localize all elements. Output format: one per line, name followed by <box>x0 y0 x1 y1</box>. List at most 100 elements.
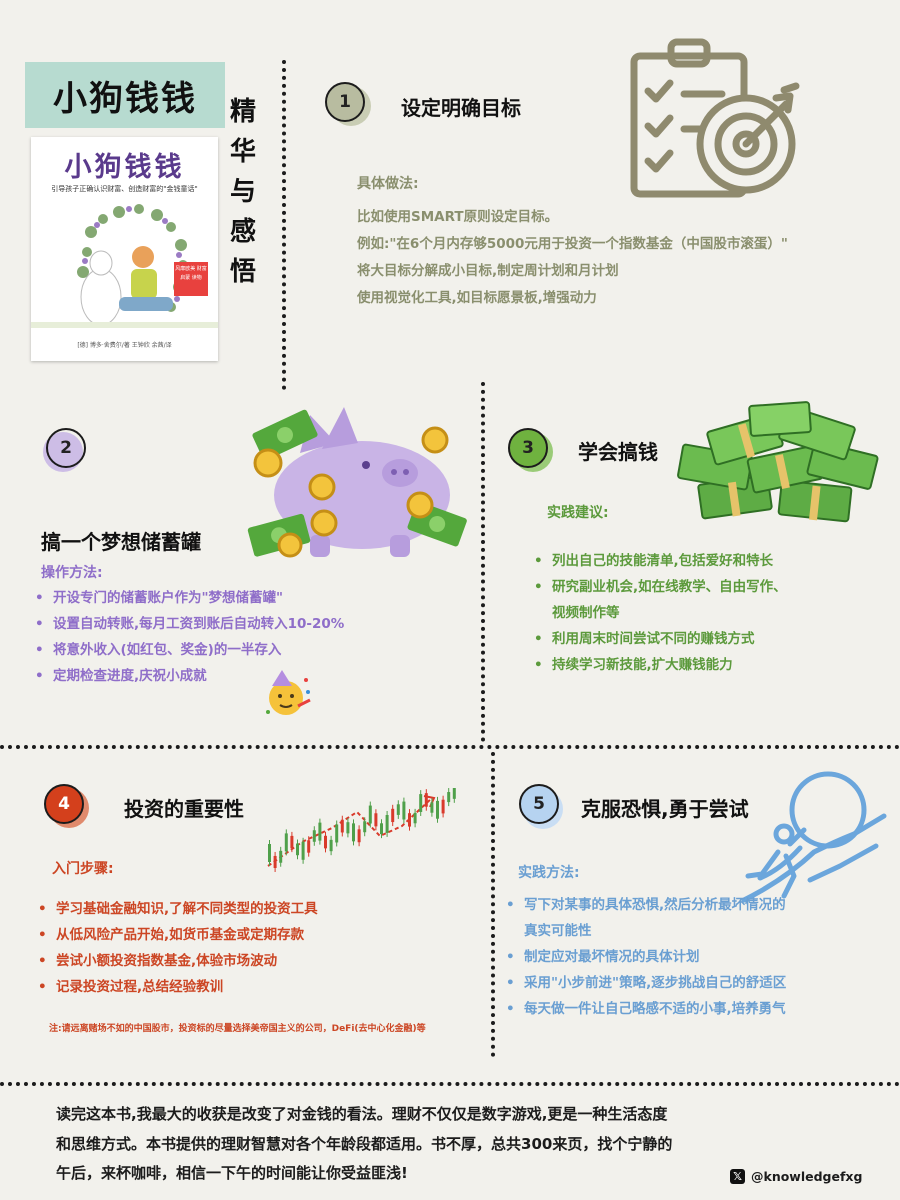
section-list: 开设专门的储蓄账户作为"梦想储蓄罐" 设置自动转账,每月工资到账后自动转入10-… <box>33 585 344 689</box>
section-number-badge: 4 <box>44 784 84 824</box>
section-number-badge: 5 <box>519 784 559 824</box>
piggy-bank-icon <box>247 407 467 558</box>
list-item: 开设专门的储蓄账户作为"梦想储蓄罐" <box>33 585 344 611</box>
candle-body <box>447 792 451 803</box>
candle-body <box>290 835 294 849</box>
candle-body <box>408 813 411 827</box>
body-line: 使用视觉化工具,如目标愿景板,增强动力 <box>357 290 597 306</box>
candle-body <box>436 800 439 819</box>
body-line: 例如:"在6个月内存够5000元用于投资一个指数基金（中国股市滚蛋）" <box>357 236 788 252</box>
list-item: 将意外收入(如红包、奖金)的一半存入 <box>33 637 344 663</box>
cover-subtitle: 引导孩子正确认识财富、创造财富的"金钱童话" <box>51 185 198 193</box>
footer-line: 午后，来杯咖啡，相信一下午的时间能让你受益匪浅! <box>56 1164 408 1182</box>
body-line: 将大目标分解成小目标,制定周计划和月计划 <box>357 263 619 279</box>
footer-line: 读完这本书,我最大的收获是改变了对金钱的看法。理财不仅仅是数字游戏,更是一种生活… <box>56 1105 668 1123</box>
footer-line: 和思维方式。本书提供的理财智慧对各个年龄段都适用。书不厚，总共300来页，找个宁… <box>56 1134 673 1153</box>
handle-text: @knowledgefxg <box>751 1169 863 1184</box>
body-line: 比如使用SMART原则设定目标。 <box>357 209 559 225</box>
candle-body <box>273 855 277 869</box>
vertical-title-char: 精 <box>229 97 256 127</box>
candle-body <box>352 823 355 842</box>
list-item: 写下对某事的具体恐惧,然后分析最坏情况的 <box>504 892 786 918</box>
money-stack-icon <box>677 401 879 523</box>
candle-body <box>419 794 423 812</box>
vertical-title-char: 感 <box>229 217 256 247</box>
candlestick-chart-icon <box>267 788 456 873</box>
list-item-continuation: 视频制作等 <box>552 605 620 621</box>
section-subheading: 实践建议: <box>547 505 609 521</box>
section-list: 列出自己的技能清单,包括爱好和特长 研究副业机会,如在线教学、自由写作、 视频制… <box>532 548 787 678</box>
candle-body <box>307 840 311 853</box>
list-item: 学习基础金融知识,了解不同类型的投资工具 <box>36 896 318 922</box>
investment-note: 注:请远离赌场不如的中国股市，投资标的尽量选择美帝国主义的公司，DeFi(去中心… <box>49 1024 426 1034</box>
list-item: 设置自动转账,每月工资到账后自动转入10-20% <box>33 611 344 637</box>
candle-body <box>329 839 333 852</box>
section-number-badge: 2 <box>46 428 86 468</box>
list-item: 每天做一件让自己略感不适的小事,培养勇气 <box>504 996 786 1022</box>
candle-body <box>318 822 322 841</box>
divider-horizontal-bottom <box>0 1082 900 1086</box>
divider-vertical-top <box>282 60 286 390</box>
list-item: 尝试小额投资指数基金,体验市场波动 <box>36 948 318 974</box>
candle-body <box>296 843 299 856</box>
section-title: 克服恐惧,勇于尝试 <box>581 797 749 821</box>
candle-body <box>312 830 316 842</box>
clipboard-target-icon <box>630 38 800 198</box>
candle-body <box>368 805 372 824</box>
vertical-title: 精 华 与 感 悟 <box>228 92 258 292</box>
list-item: 列出自己的技能清单,包括爱好和特长 <box>532 548 787 574</box>
candle-body <box>374 813 378 827</box>
candle-body <box>441 799 445 814</box>
section-number-badge: 1 <box>325 82 365 122</box>
candle-body <box>363 821 367 833</box>
footer-summary: 读完这本书,我最大的收获是改变了对金钱的看法。理财不仅仅是数字游戏,更是一种生活… <box>56 1100 866 1189</box>
party-face-icon <box>266 670 311 715</box>
list-item: 记录投资过程,总结经验教训 <box>36 974 318 1000</box>
cover-sticker: 风靡欧美 财富启蒙 读物 <box>174 262 208 296</box>
candle-body <box>324 835 327 849</box>
list-item: 研究副业机会,如在线教学、自由写作、 <box>532 574 787 600</box>
section-title: 设定明确目标 <box>401 96 521 120</box>
candle-body <box>268 844 271 862</box>
candle-body <box>413 812 417 824</box>
list-item: 制定应对最坏情况的具体计划 <box>504 944 786 970</box>
section-list: 学习基础金融知识,了解不同类型的投资工具 从低风险产品开始,如货币基金或定期存款… <box>36 896 318 1000</box>
divider-horizontal-middle <box>0 745 900 749</box>
candle-body <box>391 808 395 823</box>
page-title: 小狗钱钱 <box>53 78 197 119</box>
section-title: 搞一个梦想储蓄罐 <box>41 530 201 554</box>
vertical-title-char: 悟 <box>229 257 256 287</box>
candle-body <box>335 824 339 843</box>
list-item: 定期检查进度,庆祝小成就 <box>33 663 344 689</box>
cover-author: [德] 博多·舍费尔/著 王钟欣 余茜/译 <box>77 342 172 349</box>
section-subheading: 具体做法: <box>357 176 419 192</box>
section-subheading: 入门步骤: <box>52 861 114 877</box>
candle-body <box>380 823 383 835</box>
list-item: 利用周末时间尝试不同的赚钱方式 <box>532 626 787 652</box>
candle-body <box>402 801 406 820</box>
candle-body <box>396 804 400 815</box>
candle-body <box>430 802 434 813</box>
candle-body <box>357 829 361 843</box>
title-box: 小狗钱钱 <box>25 62 225 128</box>
candle-body <box>340 819 344 833</box>
social-handle[interactable]: 𝕏 @knowledgefxg <box>730 1169 862 1184</box>
candle-body <box>346 822 350 834</box>
candle-body <box>385 815 389 833</box>
list-item: 持续学习新技能,扩大赚钱能力 <box>532 652 787 678</box>
candle-body <box>279 850 283 863</box>
section-subheading: 操作方法: <box>41 565 103 581</box>
candle-body <box>301 841 305 860</box>
candle-body <box>284 833 288 852</box>
candle-body <box>424 793 428 807</box>
list-item: 从低风险产品开始,如货币基金或定期存款 <box>36 922 318 948</box>
boulder-climber-icon <box>741 771 887 903</box>
list-item: 采用"小步前进"策略,逐步挑战自己的舒适区 <box>504 970 786 996</box>
divider-vertical-middle <box>481 382 485 742</box>
vertical-title-char: 华 <box>229 137 256 167</box>
section-body: 比如使用SMART原则设定目标。 例如:"在6个月内存够5000元用于投资一个指… <box>357 204 788 312</box>
section-subheading: 实践方法: <box>518 865 580 881</box>
section-number-badge: 3 <box>508 428 548 468</box>
book-cover: 小狗钱钱 引导孩子正确认识财富、创造财富的"金钱童话" 风靡欧美 财富启蒙 读物… <box>31 137 218 361</box>
cover-title: 小狗钱钱 <box>64 152 185 183</box>
